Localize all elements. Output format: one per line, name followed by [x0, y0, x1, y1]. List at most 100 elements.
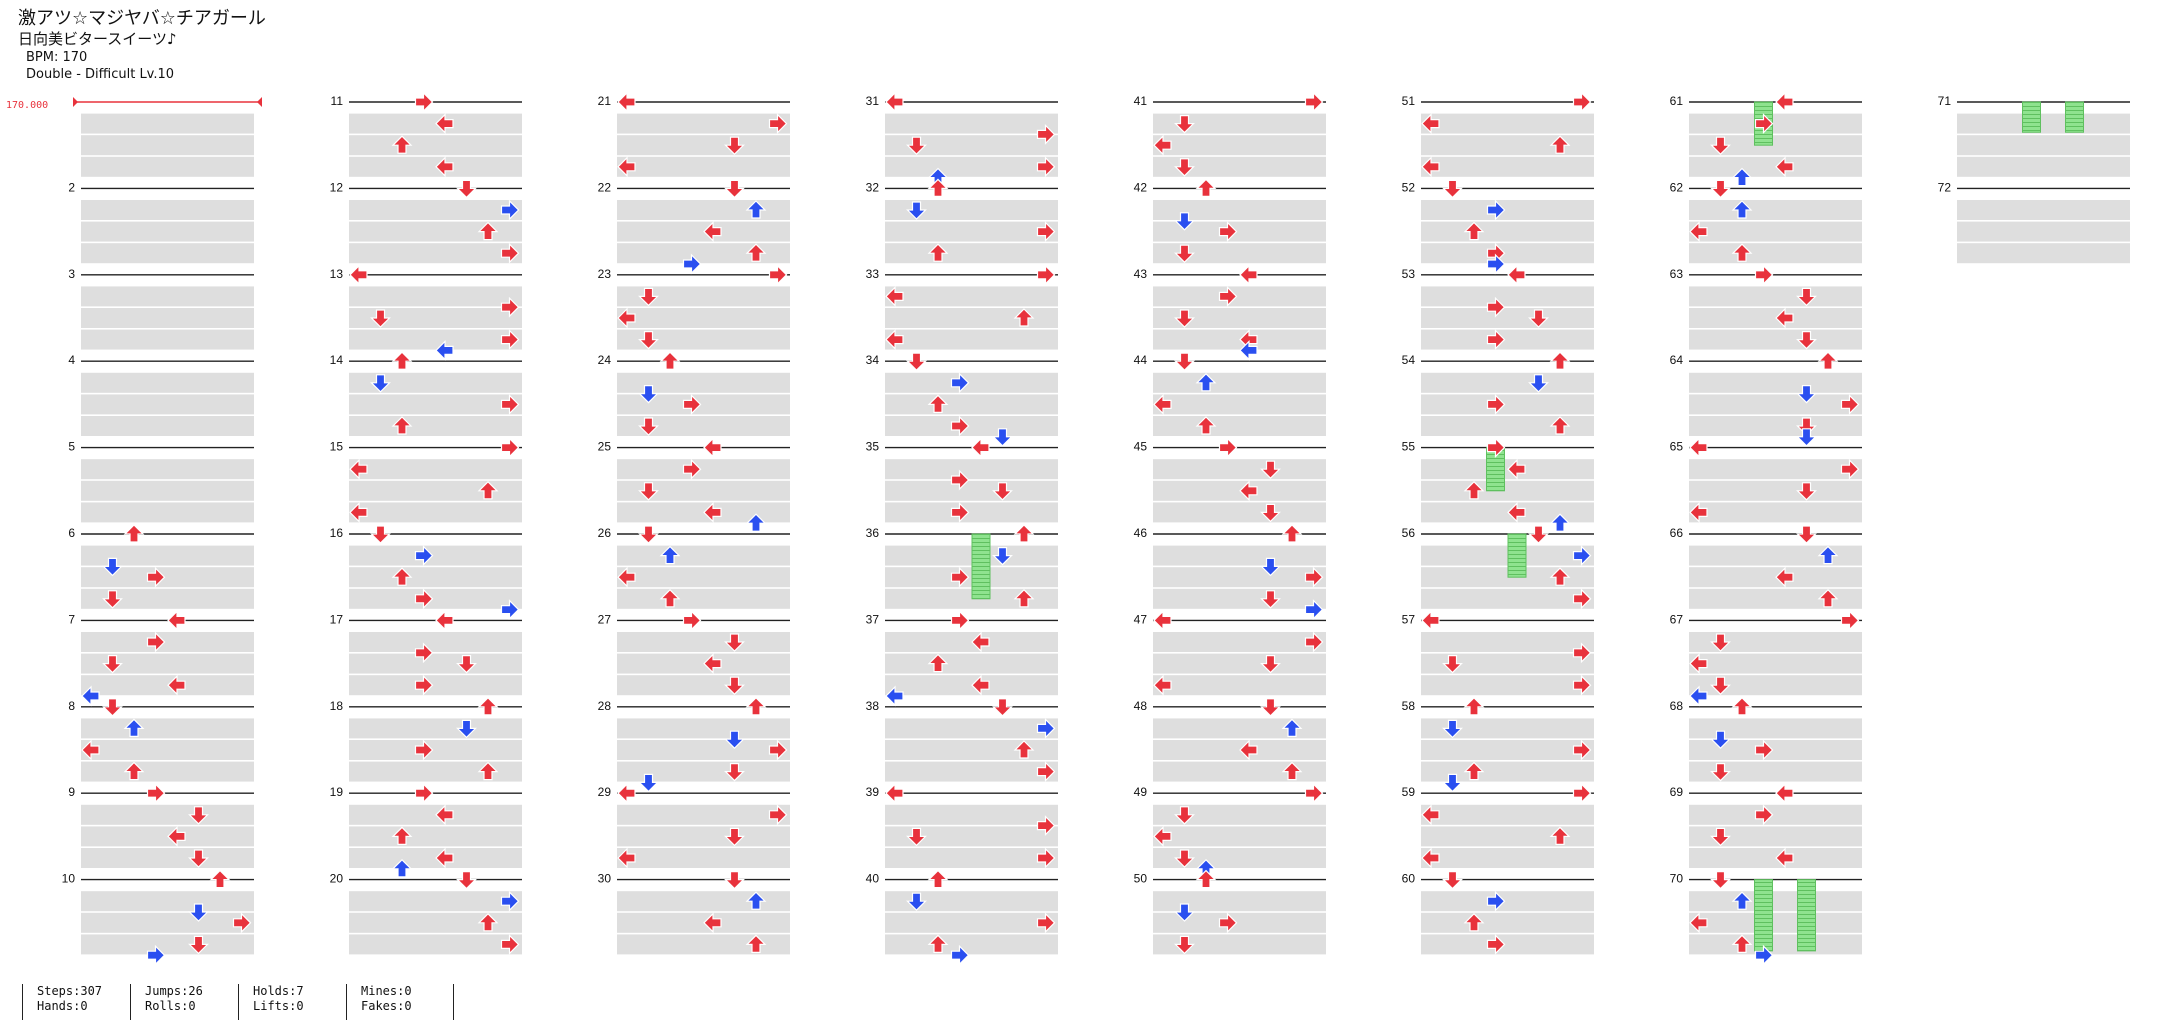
step-arrow — [1710, 179, 1731, 198]
beat-band — [1421, 934, 1594, 955]
step-arrow — [349, 265, 368, 285]
beat-band — [617, 804, 790, 825]
measure-number: 29 — [598, 785, 612, 799]
beat-band — [1689, 200, 1862, 220]
beat-band — [349, 545, 522, 566]
beat-band — [81, 459, 254, 480]
beat-band — [81, 156, 254, 177]
beat-band — [1153, 459, 1326, 480]
beat-band — [1957, 156, 2130, 177]
stat-hands: Hands:0 — [37, 999, 88, 1013]
beat-band — [885, 308, 1058, 328]
beat-band — [81, 416, 254, 436]
beat-band — [1689, 826, 1862, 847]
beat-band — [81, 761, 254, 782]
stat-holds: Holds:7 — [253, 984, 304, 998]
beat-band — [1689, 545, 1862, 566]
beat-band — [1689, 912, 1862, 933]
beat-band — [1421, 308, 1594, 328]
measure-number: 52 — [1402, 180, 1416, 194]
beat-band — [617, 632, 790, 652]
beat-band — [1689, 891, 1862, 912]
step-arrow — [167, 610, 186, 631]
step-arrow — [1507, 265, 1526, 285]
beat-band — [617, 308, 790, 328]
beat-band — [885, 243, 1058, 264]
beat-band — [885, 113, 1058, 134]
beat-band — [81, 113, 254, 134]
beat-band — [81, 632, 254, 652]
beat-band — [1153, 372, 1326, 393]
hold-body — [1754, 879, 1773, 952]
beat-band — [1153, 718, 1326, 739]
step-arrow — [885, 783, 904, 803]
measure-number: 38 — [866, 699, 880, 713]
beat-band — [1689, 329, 1862, 350]
beat-band — [617, 934, 790, 955]
step-arrow — [724, 870, 745, 890]
beat-band — [885, 416, 1058, 436]
beat-band — [1421, 588, 1594, 609]
stat-holds-lifts: Holds:7 Lifts:0 — [238, 984, 304, 1020]
beat-band — [1421, 891, 1594, 912]
beat-band — [1689, 113, 1862, 134]
measure-number: 9 — [68, 785, 75, 799]
beat-band — [349, 286, 522, 307]
measure-number: 30 — [598, 872, 612, 886]
step-arrow — [1732, 697, 1752, 716]
beat-band — [617, 826, 790, 847]
beat-band — [1153, 675, 1326, 696]
beat-band — [1689, 394, 1862, 415]
step-arrow — [617, 92, 636, 112]
beat-band — [81, 135, 254, 156]
beat-band — [81, 718, 254, 739]
measure-number: 28 — [598, 699, 612, 713]
step-arrow — [724, 179, 745, 198]
beat-band — [885, 718, 1058, 739]
step-arrow — [682, 610, 702, 631]
beat-band — [1689, 588, 1862, 609]
beat-band — [617, 416, 790, 436]
measure-number: 5 — [68, 440, 75, 454]
step-arrow — [703, 438, 722, 458]
beat-band — [81, 545, 254, 566]
measure-number: 44 — [1134, 353, 1148, 367]
step-arrow — [1036, 265, 1056, 285]
beat-band — [81, 912, 254, 933]
beat-band — [617, 135, 790, 156]
beat-band — [1957, 200, 2130, 220]
beat-band — [81, 221, 254, 242]
beat-band — [81, 243, 254, 264]
step-arrow — [1421, 610, 1440, 631]
step-arrow — [928, 178, 948, 197]
measure-number: 27 — [598, 612, 612, 626]
beat-band — [885, 826, 1058, 847]
step-arrow — [1550, 351, 1570, 370]
beat-band — [349, 826, 522, 847]
beat-band — [617, 740, 790, 760]
beat-band — [885, 934, 1058, 955]
beat-band — [81, 308, 254, 328]
beat-band — [1421, 480, 1594, 501]
beat-band — [81, 891, 254, 912]
measure-number: 37 — [866, 612, 880, 626]
beat-band — [349, 308, 522, 328]
bpm-label: BPM: 170 — [26, 50, 88, 65]
beat-band — [1153, 394, 1326, 415]
stat-rolls: Rolls:0 — [145, 999, 196, 1013]
beat-band — [617, 761, 790, 782]
step-arrow — [1464, 697, 1484, 716]
beat-band — [81, 286, 254, 307]
beat-band — [1689, 372, 1862, 393]
beat-band — [1421, 243, 1594, 264]
beat-band — [81, 804, 254, 825]
beat-band — [1421, 653, 1594, 674]
measure-number: 23 — [598, 267, 612, 281]
measure-number: 41 — [1134, 94, 1148, 108]
step-arrow — [1442, 870, 1463, 890]
beat-band — [617, 156, 790, 177]
beat-band — [349, 675, 522, 696]
step-arrow — [1796, 525, 1817, 544]
beat-band — [1689, 632, 1862, 652]
